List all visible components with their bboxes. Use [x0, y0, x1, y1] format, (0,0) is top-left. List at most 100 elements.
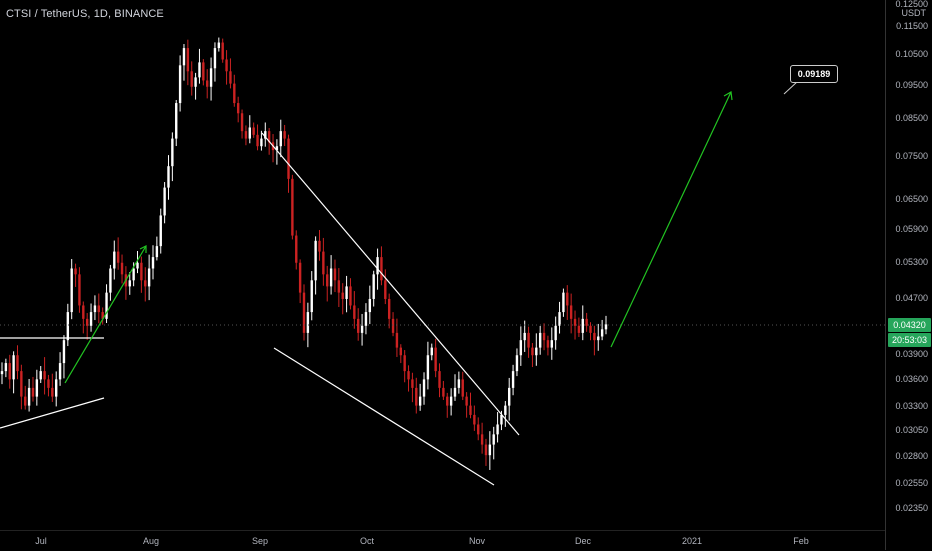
- projection-arrow-1: [64, 245, 147, 384]
- price-tick: 0.10500: [895, 49, 928, 59]
- candle-body: [186, 48, 190, 72]
- candle-body: [144, 280, 147, 287]
- candle-body: [206, 80, 209, 87]
- candle-body: [387, 298, 391, 319]
- candle-body: [31, 387, 35, 397]
- candle-body: [438, 371, 441, 388]
- candle-body: [151, 257, 155, 269]
- price-tick: 0.03050: [895, 425, 928, 435]
- candle-body: [368, 298, 372, 313]
- candle-body: [418, 396, 422, 406]
- candle-body: [546, 340, 550, 348]
- candle-body: [155, 246, 159, 258]
- candle-body: [213, 48, 217, 69]
- candle-body: [163, 187, 166, 216]
- candle-body: [349, 286, 352, 306]
- price-tick: 0.05300: [895, 257, 928, 267]
- candle-body: [279, 131, 282, 147]
- candle-body: [581, 318, 584, 333]
- price-tick: 0.03300: [895, 401, 928, 411]
- candle-body: [12, 355, 15, 380]
- candle-body: [82, 305, 85, 319]
- candle-body: [178, 65, 182, 104]
- candle-body: [306, 312, 310, 333]
- candle-body: [538, 332, 542, 348]
- candle-body: [372, 274, 375, 299]
- candle-body: [58, 363, 62, 380]
- candle-body: [256, 134, 259, 147]
- candle-body: [221, 42, 224, 60]
- candle-body: [461, 379, 464, 397]
- time-tick: 2021: [681, 536, 703, 546]
- candle-body: [310, 280, 313, 313]
- chart-area[interactable]: CTSI / TetherUS, 1D, BINANCE 0.09189: [0, 0, 885, 530]
- candle-body: [244, 131, 248, 139]
- candle-body: [116, 251, 120, 263]
- price-tick: 0.02350: [895, 503, 928, 513]
- candle-body: [473, 414, 476, 425]
- candle-body: [89, 312, 93, 326]
- candle-body: [531, 347, 534, 356]
- candle-body: [326, 274, 329, 287]
- candle-body: [566, 292, 569, 306]
- candle-body: [43, 371, 46, 380]
- candle-body: [558, 312, 561, 326]
- candle-body: [457, 379, 461, 388]
- candle-body: [35, 379, 39, 397]
- candle-body: [175, 103, 178, 139]
- candle-body: [97, 305, 100, 313]
- candle-body: [585, 318, 588, 326]
- candle-body: [70, 268, 73, 313]
- candle-body: [182, 48, 186, 66]
- candle-body: [422, 379, 426, 397]
- candle-body: [604, 324, 608, 330]
- candle-body: [101, 312, 104, 319]
- candle-body: [597, 336, 600, 341]
- time-tick: Aug: [142, 536, 160, 546]
- chart-title: CTSI / TetherUS, 1D, BINANCE: [6, 8, 164, 20]
- candle-body: [24, 396, 27, 406]
- candle-body: [465, 396, 468, 406]
- candle-body: [357, 318, 360, 333]
- price-axis[interactable]: USDT 0.12500 0.11500 0.10500 0.09500 0.0…: [885, 0, 932, 550]
- candle-body: [364, 312, 368, 326]
- price-tick: 0.08500: [895, 113, 928, 123]
- price-chart[interactable]: [0, 0, 885, 530]
- candle-body: [504, 405, 507, 415]
- current-price-tag: 0.04320: [888, 318, 931, 332]
- price-tick: 0.03900: [895, 349, 928, 359]
- candle-body: [132, 268, 135, 281]
- candle-body: [302, 292, 306, 333]
- time-tick: Nov: [468, 536, 486, 546]
- candle-body: [229, 71, 232, 84]
- time-axis[interactable]: Jul Aug Sep Oct Nov Dec 2021 Feb: [0, 530, 885, 551]
- candle-body: [337, 280, 341, 293]
- candle-body: [550, 340, 553, 348]
- candle-body: [492, 434, 495, 445]
- candle-body: [27, 387, 31, 406]
- wedge-upper-line: [261, 132, 520, 436]
- candle-body: [264, 131, 267, 139]
- candle-body: [477, 424, 480, 435]
- target-price-callout[interactable]: 0.09189: [790, 65, 838, 83]
- candle-body: [194, 77, 197, 87]
- price-tick: 0.09500: [895, 80, 928, 90]
- candle-body: [562, 292, 565, 313]
- candle-body: [488, 444, 492, 456]
- candle-body: [74, 268, 77, 275]
- candle-body: [236, 103, 240, 114]
- candle-body: [434, 347, 437, 372]
- candle-body: [600, 329, 604, 337]
- candle-body: [39, 371, 42, 380]
- candle-body: [55, 379, 58, 397]
- candle-body: [128, 280, 131, 287]
- candle-body: [140, 262, 143, 281]
- countdown-tag: 20:53:03: [888, 333, 931, 347]
- projection-arrowhead-2: [723, 91, 733, 101]
- candle-body: [442, 387, 445, 397]
- candle-body: [147, 268, 151, 287]
- candle-body: [333, 268, 337, 281]
- candle-body: [85, 318, 89, 326]
- candle-body: [480, 434, 484, 445]
- candle-body: [248, 127, 251, 139]
